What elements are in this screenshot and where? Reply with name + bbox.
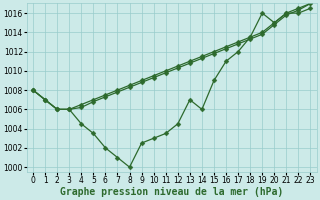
X-axis label: Graphe pression niveau de la mer (hPa): Graphe pression niveau de la mer (hPa) [60,186,284,197]
